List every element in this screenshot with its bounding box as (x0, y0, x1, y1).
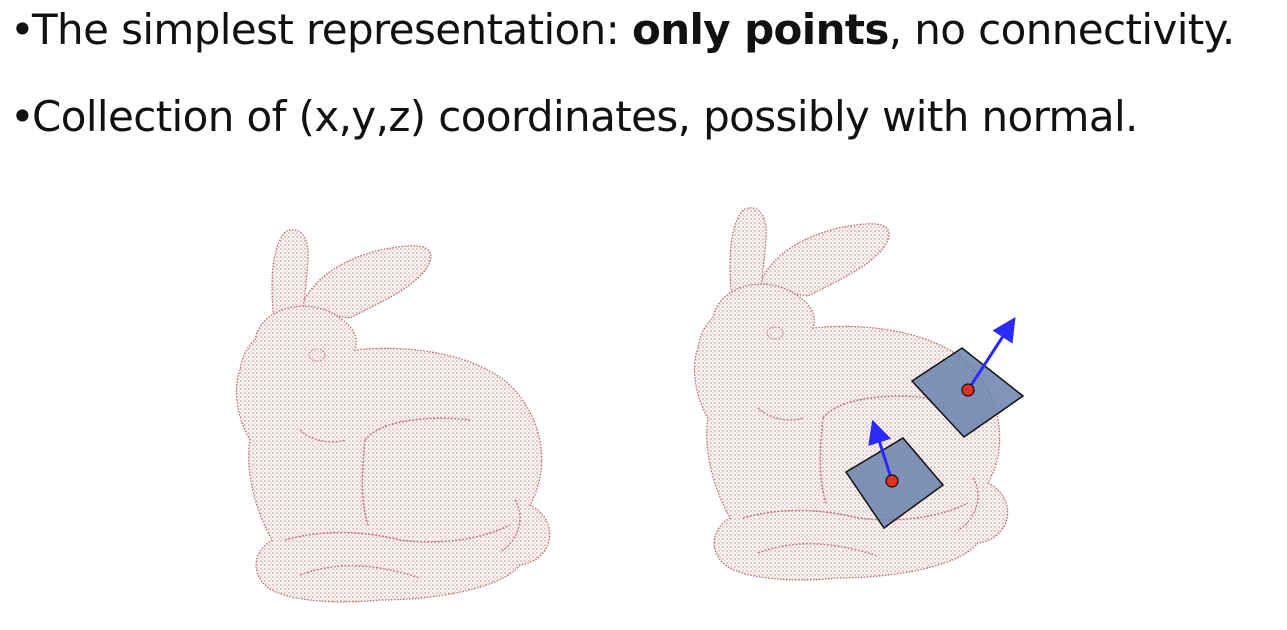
bullet-marker: • (10, 5, 35, 54)
sample-point-upper (961, 383, 975, 397)
bullet-emphasis: only points (631, 5, 889, 54)
bunny-point-cloud-left (235, 229, 551, 603)
bullet-marker: • (10, 92, 35, 141)
normal-arrow-upper (966, 316, 1016, 391)
normal-arrow-lower (868, 419, 894, 482)
bullet-text: Collection of (x,y,z) coordinates, possi… (32, 92, 1138, 141)
bullet-coordinates: •Collection of (x,y,z) coordinates, poss… (10, 92, 1138, 142)
bullet-simplest-representation: •The simplest representation: only point… (10, 5, 1235, 55)
bullet-text-end: , no connectivity. (888, 5, 1235, 54)
bullet-text: The simplest representation: (32, 5, 632, 54)
sample-point-lower (885, 474, 899, 488)
